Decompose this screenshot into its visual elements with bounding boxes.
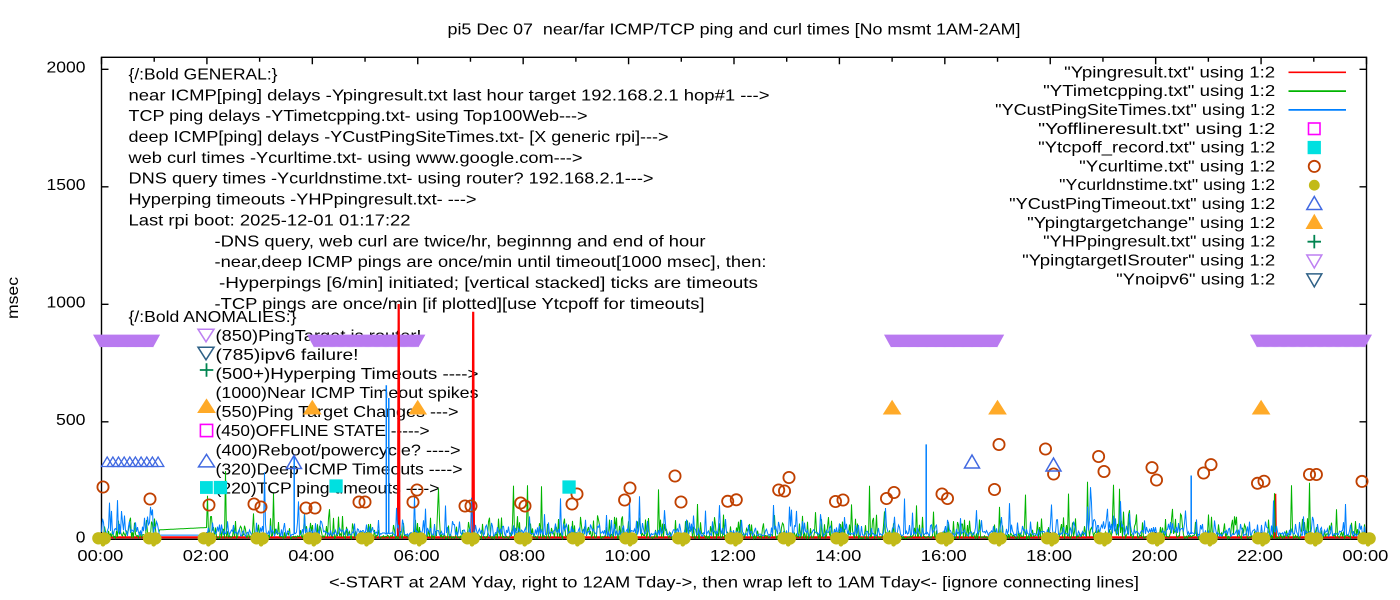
svg-text:web curl times -Ycurltime.txt-: web curl times -Ycurltime.txt- using www… [127, 150, 582, 167]
svg-text:DNS query times -Ycurldnstime.: DNS query times -Ycurldnstime.txt- using… [129, 171, 654, 188]
svg-text:"YCustPingSiteTimes.txt" using: "YCustPingSiteTimes.txt" using 1:2 [995, 102, 1275, 119]
svg-text:10:00: 10:00 [604, 548, 650, 565]
svg-text:Last rpi boot: 2025-12-01 01:1: Last rpi boot: 2025-12-01 01:17:22 [129, 212, 411, 229]
svg-text:<-START at 2AM Yday, right to: <-START at 2AM Yday, right to 12AM Tday-… [329, 574, 1139, 591]
svg-text:Hyperping timeouts -YHPpingres: Hyperping timeouts -YHPpingresult.txt- -… [129, 192, 477, 209]
svg-text:00:00: 00:00 [77, 548, 123, 565]
svg-text:20:00: 20:00 [1132, 548, 1178, 565]
svg-text:00:00: 00:00 [1342, 548, 1388, 565]
svg-text:"YCustPingTimeout.txt" using 1: "YCustPingTimeout.txt" using 1:2 [1009, 196, 1275, 213]
svg-text:500: 500 [56, 412, 86, 429]
svg-text:{/:Bold ANOMALIES:}: {/:Bold ANOMALIES:} [129, 309, 298, 326]
svg-text:06:00: 06:00 [394, 548, 440, 565]
svg-text:near ICMP[ping] delays -Ypingr: near ICMP[ping] delays -Ypingresult.txt … [129, 87, 770, 104]
svg-text:pi5 Dec 07 near/far ICMP/TCP: pi5 Dec 07 near/far ICMP/TCP ping and cu… [448, 22, 1021, 39]
svg-text:-near,deep ICMP pings are once: -near,deep ICMP pings are once/min until… [215, 254, 767, 271]
svg-text:"Yofflineresult.txt" using 1:2: "Yofflineresult.txt" using 1:2 [1038, 121, 1275, 138]
svg-text:"Ytcpoff_record.txt" using 1:2: "Ytcpoff_record.txt" using 1:2 [1038, 140, 1275, 157]
svg-text:1500: 1500 [47, 177, 86, 194]
svg-text:msec: msec [5, 277, 22, 319]
svg-text:(785)ipv6 failure!: (785)ipv6 failure! [216, 347, 359, 364]
svg-text:"Ypingtargetchange" using 1:2: "Ypingtargetchange" using 1:2 [1027, 215, 1275, 232]
svg-text:"Ycurldnstime.txt" using 1:2: "Ycurldnstime.txt" using 1:2 [1059, 177, 1275, 194]
svg-text:18:00: 18:00 [1026, 548, 1072, 565]
svg-text:2000: 2000 [47, 60, 86, 77]
svg-text:-TCP pings are once/min [if pl: -TCP pings are once/min [if plotted][use… [215, 296, 705, 313]
svg-text:"Ynoipv6" using 1:2: "Ynoipv6" using 1:2 [1116, 271, 1275, 288]
svg-text:02:00: 02:00 [183, 548, 229, 565]
svg-text:(220)TCP ping timeouts ---->: (220)TCP ping timeouts ----> [216, 480, 440, 497]
svg-text:1000: 1000 [47, 295, 86, 312]
svg-text:(320)Deep ICMP Timeouts ---->: (320)Deep ICMP Timeouts ----> [216, 461, 463, 478]
svg-text:14:00: 14:00 [815, 548, 861, 565]
svg-text:TCP ping delays -YTimetcpping.: TCP ping delays -YTimetcpping.txt- using… [129, 108, 588, 125]
svg-text:"Ypingresult.txt" using 1:2: "Ypingresult.txt" using 1:2 [1064, 64, 1275, 81]
svg-text:(400)Reboot/powercycle? ---->: (400)Reboot/powercycle? ----> [216, 442, 461, 459]
svg-text:"YpingtargetISrouter" using 1:: "YpingtargetISrouter" using 1:2 [1022, 253, 1275, 270]
svg-text:-Hyperpings [6/min] initiated;: -Hyperpings [6/min] initiated; [vertical… [219, 275, 758, 292]
svg-text:"Ycurltime.txt" using 1:2: "Ycurltime.txt" using 1:2 [1079, 158, 1275, 175]
svg-text:-DNS query, web curl are twice: -DNS query, web curl are twice/hr, begin… [215, 233, 707, 250]
svg-text:deep ICMP[ping] delays -YCustP: deep ICMP[ping] delays -YCustPingSiteTim… [129, 129, 669, 146]
svg-text:08:00: 08:00 [499, 548, 545, 565]
svg-text:(500+)Hyperping Timeouts ---->: (500+)Hyperping Timeouts ----> [216, 366, 479, 383]
svg-text:12:00: 12:00 [710, 548, 756, 565]
svg-text:"YHPpingresult.txt" using 1:2: "YHPpingresult.txt" using 1:2 [1043, 234, 1275, 251]
svg-text:(1000)Near ICMP Timeout spikes: (1000)Near ICMP Timeout spikes [216, 385, 479, 402]
svg-text:16:00: 16:00 [921, 548, 967, 565]
svg-text:04:00: 04:00 [288, 548, 334, 565]
svg-text:(450)OFFLINE STATE ----->: (450)OFFLINE STATE -----> [216, 423, 430, 440]
svg-text:{/:Bold GENERAL:}: {/:Bold GENERAL:} [129, 67, 279, 84]
svg-text:0: 0 [76, 530, 86, 547]
svg-text:22:00: 22:00 [1237, 548, 1283, 565]
svg-text:"YTimetcpping.txt" using 1:2: "YTimetcpping.txt" using 1:2 [1043, 83, 1275, 100]
